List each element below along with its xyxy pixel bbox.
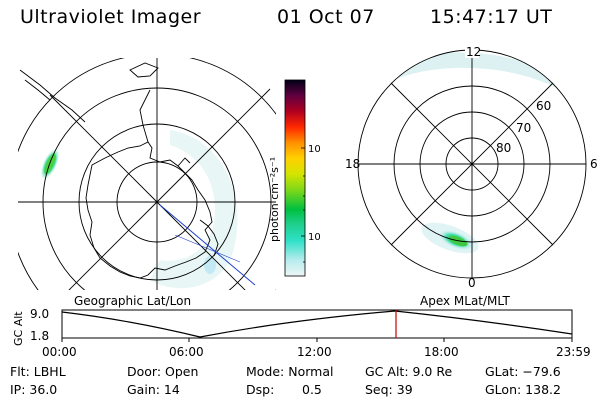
mlt-label-6: 6 (590, 157, 598, 171)
filter-readout: Flt: LBHL (10, 364, 66, 379)
dsp-value: 0.5 (302, 382, 322, 397)
glon-readout: GLon: 138.2 (485, 382, 561, 397)
image-time: 15:47:17 UT (430, 6, 553, 28)
magnetic-map: 12 18 6 0 60 70 80 (345, 45, 598, 290)
timeline-xtick-0600: 06:00 (169, 345, 204, 359)
right-map-caption: Apex MLat/MLT (420, 294, 510, 308)
colorbar-label: photon cm⁻²s⁻¹ (268, 157, 281, 242)
door-readout: Door: Open (127, 364, 199, 379)
timeline-xtick-0000: 00:00 (42, 345, 77, 359)
colorbar-tick-100: 100 (308, 144, 320, 155)
mlat-label-70: 70 (516, 121, 531, 135)
glat-readout: GLat: −79.6 (485, 364, 561, 379)
left-map-caption: Geographic Lat/Lon (74, 294, 192, 308)
altitude-curve (61, 310, 573, 338)
colorbar-tick-10: 10 (308, 232, 320, 243)
ip-readout: IP: 36.0 (10, 382, 58, 397)
timeline-xtick-1800: 18:00 (424, 345, 459, 359)
gc-alt-readout: GC Alt: 9.0 Re (365, 364, 453, 379)
mlat-label-60: 60 (536, 99, 551, 113)
image-date: 01 Oct 07 (277, 6, 375, 28)
timeline-xtick-1200: 12:00 (297, 345, 332, 359)
mlt-label-18: 18 (345, 157, 360, 171)
seq-readout: Seq: 39 (365, 382, 413, 397)
mlt-label-0: 0 (468, 276, 476, 290)
timeline-ytick-bottom: 1.8 (30, 329, 49, 343)
gain-readout: Gain: 14 (127, 382, 180, 397)
timeline-ytick-top: 9.0 (30, 307, 49, 321)
continent-outline (85, 141, 213, 279)
geographic-map (18, 58, 276, 290)
mlat-label-80: 80 (496, 141, 511, 155)
mode-readout: Mode: Normal (246, 364, 334, 379)
timeline-ylabel: GC Alt (12, 311, 25, 346)
timeline-xtick-2359: 23:59 (556, 345, 591, 359)
altitude-timeline: 9.0 1.8 GC Alt 00:00 06:00 12:00 18:00 2… (12, 307, 591, 359)
dsp-label: Dsp: (246, 382, 275, 397)
mlt-label-12: 12 (466, 45, 481, 59)
colorbar: 100 10 photon cm⁻²s⁻¹ (268, 79, 320, 277)
instrument-title: Ultraviolet Imager (20, 6, 202, 28)
